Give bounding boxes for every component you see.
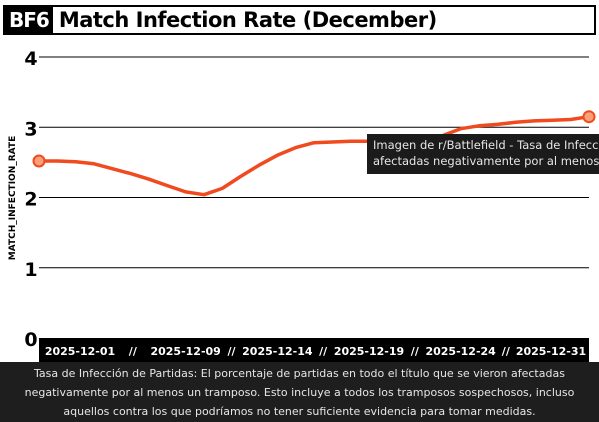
x-tick-separator: // bbox=[411, 345, 420, 358]
x-tick-separator: // bbox=[319, 345, 328, 358]
image-tooltip: Imagen de r/Battlefield - Tasa de Infecc… bbox=[367, 134, 599, 174]
x-tick-label: 2025-12-19 bbox=[334, 345, 404, 358]
chart-card: 0 1 2 3 4 MATCH_INFECTION_RATE 2025-12-01 // 202… bbox=[0, 0, 599, 362]
chart-title: Match Infection Rate (December) bbox=[58, 8, 437, 32]
x-tick-separator: // bbox=[502, 345, 511, 358]
x-tick-label: 2025-12-24 bbox=[425, 345, 496, 358]
y-tick-label-0: 0 bbox=[24, 329, 37, 351]
x-tick-label: 2025-12-09 bbox=[150, 345, 220, 358]
x-axis-band bbox=[39, 338, 589, 362]
y-tick-label-2: 2 bbox=[24, 189, 37, 211]
x-tick-label: 2025-12-31 bbox=[516, 345, 586, 358]
x-tick-label: 2025-12-14 bbox=[242, 345, 313, 358]
y-tick-label-3: 3 bbox=[24, 118, 37, 140]
start-point-marker bbox=[32, 154, 46, 168]
y-axis-title: MATCH_INFECTION_RATE bbox=[8, 136, 18, 260]
image-caption: Tasa de Infección de Partidas: El porcen… bbox=[24, 367, 575, 418]
x-tick-separator: // bbox=[227, 345, 236, 358]
y-tick-label-4: 4 bbox=[24, 48, 37, 70]
x-tick-label: 2025-12-01 bbox=[45, 345, 115, 358]
series-line bbox=[37, 114, 591, 197]
end-point-marker bbox=[582, 110, 596, 124]
x-tick-separator: // bbox=[129, 345, 138, 358]
title-bar: BF6 Match Infection Rate (December) bbox=[3, 5, 596, 35]
chart-area: 0 1 2 3 4 MATCH_INFECTION_RATE 2025-12-01 // 202… bbox=[8, 48, 596, 362]
tooltip-line-1: Imagen de r/Battlefield - Tasa de Infecc… bbox=[373, 138, 599, 152]
tooltip-line-2: afectadas negativamente por al menos un … bbox=[373, 154, 599, 168]
bf6-logo: BF6 bbox=[5, 7, 53, 33]
y-tick-label-1: 1 bbox=[24, 259, 37, 281]
